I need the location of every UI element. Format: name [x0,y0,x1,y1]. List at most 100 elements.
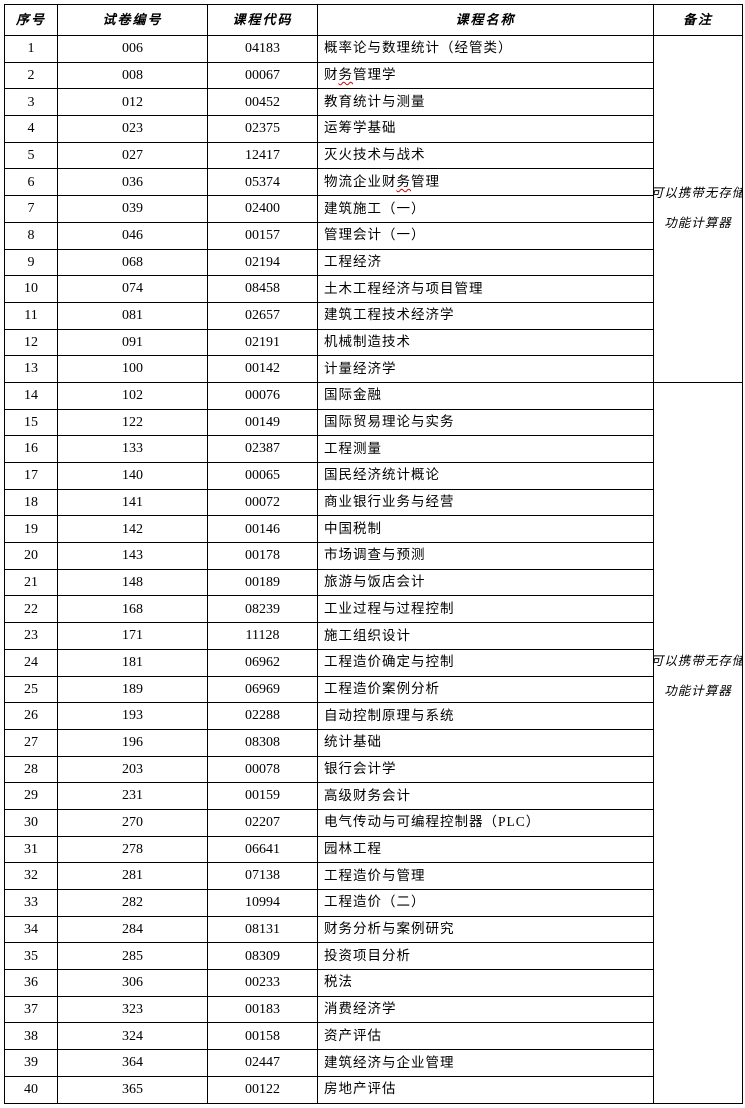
course-code-cell: 00183 [207,995,318,1024]
course-name-cell: 电气传动与可编程控制器（PLC） [317,808,654,837]
course-name-cell: 国民经济统计概论 [317,462,654,490]
serial-number-cell: 38 [4,1022,58,1051]
serial-number-cell: 40 [4,1075,58,1104]
table-row: 12 091 02191 机械制造技术 [4,328,743,357]
course-name-cell: 建筑经济与企业管理 [317,1049,654,1077]
remark-cell: 可以携带无存储 功能计算器 [653,381,743,1104]
paper-number-cell: 027 [57,141,208,170]
course-name-cell: 土木工程经济与项目管理 [317,275,654,303]
table-row: 7 039 02400 建筑施工（一） [4,195,743,223]
serial-number-cell: 8 [4,221,58,250]
paper-number-cell: 231 [57,782,208,810]
table-row: 4 023 02375 运筹学基础 [4,115,743,143]
serial-number-cell: 34 [4,915,58,944]
serial-number-cell: 19 [4,515,58,544]
paper-number-cell: 171 [57,622,208,650]
course-code-cell: 08239 [207,595,318,624]
course-name-cell: 自动控制原理与系统 [317,702,654,730]
serial-number-cell: 26 [4,702,58,730]
serial-number-cell: 3 [4,88,58,117]
course-code-cell: 00149 [207,408,318,437]
serial-number-cell: 39 [4,1049,58,1077]
paper-number-cell: 141 [57,488,208,517]
table-row: 27 196 08308 统计基础 [4,728,743,757]
paper-number-cell: 143 [57,542,208,570]
header-serial-number: 序号 [4,4,58,36]
table-row: 18 141 00072 商业银行业务与经营 [4,488,743,517]
course-code-cell: 02447 [207,1049,318,1077]
table-row: 35 285 08309 投资项目分析 [4,942,743,971]
remark-line: 可以携带无存储 [653,186,743,201]
course-code-cell: 00122 [207,1075,318,1104]
spellcheck-squiggle: 务 [396,173,411,189]
course-code-cell: 02207 [207,808,318,837]
course-name-cell: 税法 [317,969,654,997]
table-row: 17 140 00065 国民经济统计概论 [4,462,743,490]
course-code-cell: 02657 [207,301,318,330]
course-name-cell: 计量经济学 [317,355,654,383]
table-row: 37 323 00183 消费经济学 [4,995,743,1024]
paper-number-cell: 270 [57,808,208,837]
header-row: 序号 试卷编号 课程代码 课程名称 备注 [4,4,743,36]
serial-number-cell: 18 [4,488,58,517]
course-table: 序号 试卷编号 课程代码 课程名称 备注 1 006 04183 概率论与数理统计（经… [4,4,743,1104]
course-code-cell: 00233 [207,969,318,997]
header-course-name: 课程名称 [317,4,654,36]
table-row: 39 364 02447 建筑经济与企业管理 [4,1049,743,1077]
course-name-cell: 物流企业财务管理 [317,168,654,197]
course-name-cell: 商业银行业务与经营 [317,488,654,517]
paper-number-cell: 323 [57,995,208,1024]
course-name-cell: 旅游与饭店会计 [317,568,654,597]
serial-number-cell: 22 [4,595,58,624]
course-code-cell: 00065 [207,462,318,490]
serial-number-cell: 37 [4,995,58,1024]
serial-number-cell: 30 [4,808,58,837]
course-code-cell: 11128 [207,622,318,650]
serial-number-cell: 33 [4,889,58,917]
paper-number-cell: 364 [57,1049,208,1077]
table-row: 6 036 05374 物流企业财务管理 [4,168,743,197]
paper-number-cell: 023 [57,115,208,143]
table-row: 30 270 02207 电气传动与可编程控制器（PLC） [4,808,743,837]
table-row: 40 365 00122 房地产评估 [4,1075,743,1104]
table-row: 28 203 00078 银行会计学 [4,755,743,784]
table-row: 14 102 00076 国际金融 可以携带无存储 功能计算器 [4,381,743,1104]
paper-number-cell: 122 [57,408,208,437]
serial-number-cell: 31 [4,835,58,864]
course-name-cell: 工程造价确定与控制 [317,648,654,677]
course-code-cell: 00067 [207,61,318,90]
remark-line: 功能计算器 [664,215,732,230]
course-code-cell: 02191 [207,328,318,357]
serial-number-cell: 15 [4,408,58,437]
remark-lines: 可以携带无存储 功能计算器 [655,383,742,698]
course-code-cell: 04183 [207,35,318,63]
course-code-cell: 00142 [207,355,318,383]
serial-number-cell: 29 [4,782,58,810]
table-row: 9 068 02194 工程经济 [4,248,743,277]
course-name-cell: 财务管理学 [317,61,654,90]
course-code-cell: 00159 [207,782,318,810]
course-name-cell: 园林工程 [317,835,654,864]
course-code-cell: 00072 [207,488,318,517]
table-row: 25 189 06969 工程造价案例分析 [4,675,743,704]
remark-lines: 可以携带无存储 功能计算器 [653,186,743,231]
serial-number-cell: 32 [4,862,58,890]
course-code-cell: 06969 [207,675,318,704]
course-code-cell: 02400 [207,195,318,223]
course-code-cell: 02194 [207,248,318,277]
course-name-cell: 概率论与数理统计（经管类） [317,35,654,63]
paper-number-cell: 196 [57,728,208,757]
paper-number-cell: 046 [57,221,208,250]
course-name-cell: 工程经济 [317,248,654,277]
course-name-cell: 灭火技术与战术 [317,141,654,170]
course-code-cell: 12417 [207,141,318,170]
header-paper-number: 试卷编号 [57,4,208,36]
table-row: 19 142 00146 中国税制 [4,515,743,544]
remark-cell: 可以携带无存储 功能计算器 [653,35,743,383]
serial-number-cell: 5 [4,141,58,170]
course-code-cell: 05374 [207,168,318,197]
table-row: 8 046 00157 管理会计（一） [4,221,743,250]
paper-number-cell: 036 [57,168,208,197]
table-row: 23 171 11128 施工组织设计 [4,622,743,650]
